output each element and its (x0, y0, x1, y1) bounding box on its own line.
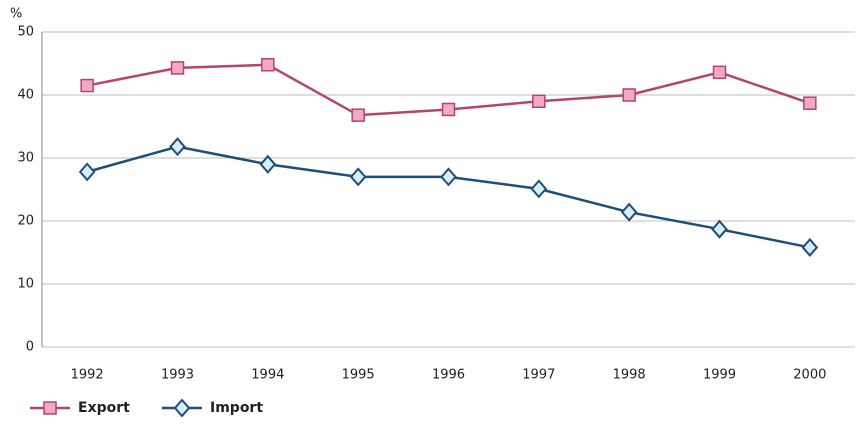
x-tick-label: 1998 (613, 368, 646, 383)
y-tick-label: 10 (17, 277, 34, 292)
data-point (532, 94, 546, 109)
data-point (712, 65, 727, 80)
x-tick-label: 1999 (703, 368, 736, 383)
legend-label: Export (78, 400, 130, 416)
data-point (711, 219, 728, 239)
x-tick-label: 1997 (522, 368, 555, 383)
y-tick-label: 0 (26, 340, 34, 355)
x-tick-label: 1995 (342, 368, 375, 383)
y-axis-label: % (10, 7, 22, 22)
x-tick-label: 1992 (71, 368, 104, 383)
data-point (801, 237, 819, 257)
x-tick-label: 1993 (161, 368, 194, 383)
data-point (78, 162, 96, 182)
data-point (261, 58, 275, 72)
x-tick-label: 1996 (432, 368, 465, 383)
data-point (259, 154, 277, 174)
x-tick-label: 1994 (251, 368, 284, 383)
data-point (169, 137, 186, 157)
legend-marker (173, 398, 191, 418)
y-tick-label: 50 (17, 25, 34, 40)
data-point (349, 167, 367, 187)
y-tick-label: 40 (17, 88, 34, 103)
series-line (86, 145, 811, 249)
data-point (622, 88, 636, 102)
y-tick-label: 20 (17, 214, 34, 229)
data-point (80, 78, 94, 93)
legend-label: Import (210, 400, 263, 416)
data-point (803, 96, 817, 110)
data-point (441, 102, 456, 117)
y-tick-label: 30 (17, 151, 34, 166)
data-point (620, 202, 638, 222)
data-point (440, 167, 457, 187)
x-tick-label: 2000 (793, 368, 826, 383)
data-point (530, 179, 548, 199)
legend-marker (43, 401, 57, 415)
data-point (351, 108, 365, 122)
data-point (170, 61, 185, 75)
